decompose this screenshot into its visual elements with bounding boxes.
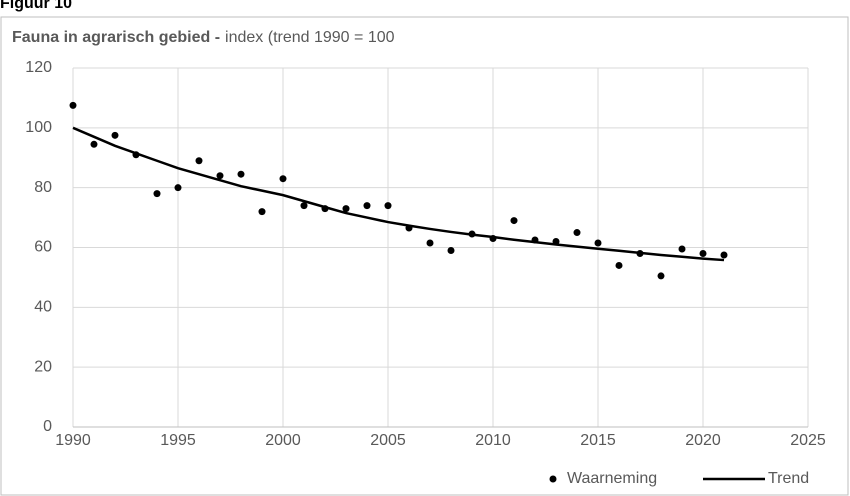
data-point xyxy=(279,175,287,183)
data-point xyxy=(216,172,224,180)
data-point xyxy=(363,202,371,210)
data-point xyxy=(510,217,518,225)
data-point xyxy=(678,245,686,253)
y-tick-label: 20 xyxy=(34,358,52,375)
data-point xyxy=(426,239,434,247)
x-tick-label: 2025 xyxy=(790,432,826,449)
x-tick-label: 2005 xyxy=(370,432,406,449)
x-tick-label: 2000 xyxy=(265,432,301,449)
data-point xyxy=(699,249,707,257)
legend-swatch xyxy=(549,475,557,483)
data-point xyxy=(153,190,161,198)
chart-subtitle: index (trend 1990 = 100 xyxy=(225,29,395,46)
data-point xyxy=(342,205,350,213)
data-point xyxy=(195,157,203,165)
x-tick-label: 1990 xyxy=(55,432,91,449)
y-tick-label: 120 xyxy=(25,59,52,76)
y-tick-label: 100 xyxy=(25,119,52,136)
chart-title: Fauna in agrarisch gebied - xyxy=(12,29,220,46)
legend-label: Waarneming xyxy=(567,470,657,487)
data-point xyxy=(594,239,602,247)
data-point xyxy=(657,272,665,280)
data-point xyxy=(69,101,77,109)
data-point xyxy=(111,131,119,139)
data-point xyxy=(300,202,308,210)
data-point xyxy=(384,202,392,210)
x-tick-label: 2015 xyxy=(580,432,616,449)
data-point xyxy=(573,229,581,237)
y-tick-label: 60 xyxy=(34,239,52,256)
data-point xyxy=(258,208,266,216)
data-point xyxy=(174,184,182,192)
x-tick-label: 2020 xyxy=(685,432,721,449)
legend-label: Trend xyxy=(768,470,809,487)
data-point xyxy=(447,246,455,254)
data-point xyxy=(720,251,728,259)
figure-label: Figuur 10 xyxy=(0,0,72,12)
data-point xyxy=(90,140,98,148)
y-tick-label: 40 xyxy=(34,299,52,316)
y-tick-label: 80 xyxy=(34,179,52,196)
data-point xyxy=(615,261,623,269)
chart-title-line: Fauna in agrarisch gebied - index (trend … xyxy=(12,29,395,46)
data-point xyxy=(237,170,245,178)
y-tick-label: 0 xyxy=(43,418,52,435)
chart-frame xyxy=(0,16,849,496)
x-tick-label: 2010 xyxy=(475,432,511,449)
x-tick-label: 1995 xyxy=(160,432,196,449)
trend-line xyxy=(72,126,725,262)
